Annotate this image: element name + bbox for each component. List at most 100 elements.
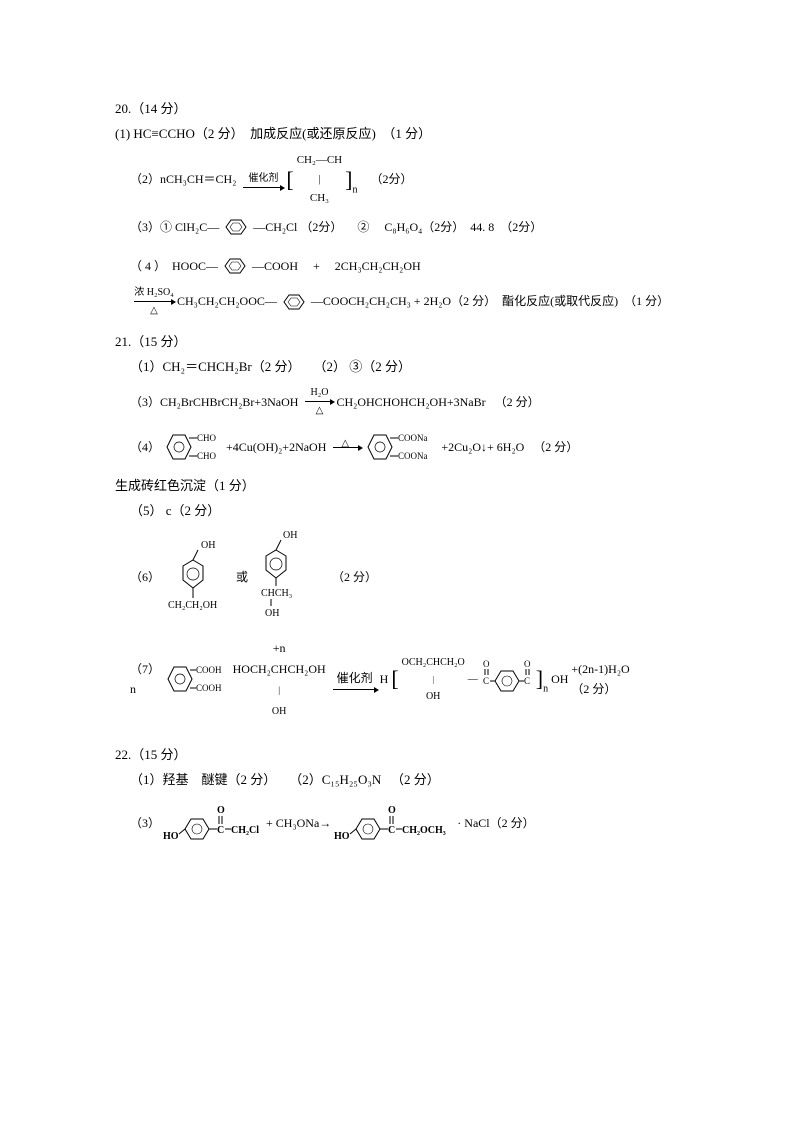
svg-text:CH₂OCH₃: CH₂OCH₃ [402, 825, 446, 836]
phthalic-icon: COOH COOH [164, 661, 230, 697]
text: （3） [130, 813, 160, 833]
svg-text:C: C [483, 676, 489, 686]
text: +(2n-1)H₂O （2 分） [571, 659, 676, 700]
text: H [380, 669, 389, 689]
text: +n HOCH₂CHCH₂OH [233, 641, 326, 675]
pts: （2分） [370, 169, 412, 189]
text: OH [272, 706, 286, 717]
svg-text:CH₂CH₂OH: CH₂CH₂OH [168, 600, 217, 611]
arrow-icon: △ [333, 447, 361, 448]
text: CH₃CH₂CH₂OOC— [177, 291, 277, 311]
svg-text:CHCH₃: CHCH₃ [261, 588, 292, 599]
bracket-icon: ]n [345, 161, 357, 198]
svg-text:HO: HO [334, 831, 350, 842]
arrow-icon: 浓 H₂SO₄ △ [134, 284, 174, 319]
text: 或 [236, 567, 248, 587]
svg-text:O: O [217, 805, 225, 816]
benzene-icon [221, 258, 249, 274]
arrow-top: 催化剂 [248, 173, 278, 184]
svg-text:OH: OH [283, 530, 297, 541]
svg-text:O: O [524, 659, 531, 669]
text: （6） [130, 567, 160, 587]
arrow-top: 浓 H₂SO₄ [134, 287, 173, 298]
arrow-top: △ [341, 435, 349, 452]
q21-p6: （6） OH CH₂CH₂OH 或 OH CHCH₃ OH （2 分） [130, 528, 679, 626]
benzene-icon [280, 294, 308, 310]
svg-text:C: C [217, 825, 224, 836]
q21-header: 21.（15 分） [115, 331, 679, 353]
svg-text:OH: OH [265, 608, 279, 619]
q20-p2-left: （2）nCH₃CH＝CH₂ [130, 169, 236, 189]
arrow-top: 催化剂 [337, 671, 373, 685]
text: +2Cu₂O↓+ 6H₂O （2 分） [441, 437, 578, 457]
svg-text:COOH: COOH [196, 665, 222, 675]
q21-p4-note: 生成砖红色沉淀（1 分） [115, 475, 679, 497]
arrow-icon: H₂O △ [305, 384, 333, 419]
glycerol: +n HOCH₂CHCH₂OH | OH [233, 638, 326, 720]
arrow-icon: 催化剂 [333, 668, 377, 689]
svg-text:COONa: COONa [398, 433, 428, 443]
q20-header: 20.（14 分） [115, 98, 679, 120]
svg-text:O: O [388, 805, 396, 816]
q20-p3: （3）① ClH₂C— —CH₂Cl （2分） ② C₈H₆O₄（2分） 44.… [130, 217, 679, 237]
phenol-struct-1-icon: OH CH₂CH₂OH [163, 538, 233, 626]
q22-p1: （1）羟基 醚键（2 分） （2）C₁₅H₂₅O₃N （2 分） [130, 769, 679, 791]
benzene-icon [222, 219, 250, 235]
poly-ester-unit: OCH₂CHCH₂O | OH [402, 654, 465, 705]
svg-text:CHO: CHO [197, 433, 217, 443]
q21-p1: （1）CH₂＝CHCH₂Br（2 分） （2） ③（2 分） [130, 356, 679, 378]
text: （ 4 ） HOOC— [130, 256, 218, 276]
text: + CH₃ONa→ [266, 813, 331, 833]
polymer-sub: CH₃ [310, 192, 329, 204]
text: （2 分） [314, 567, 377, 587]
benzene-cho-icon: CHO CHO [163, 429, 223, 465]
text: —COOH + 2CH₃CH₂CH₂OH [252, 256, 421, 276]
arrow-top: H₂O [311, 387, 329, 398]
bracket-icon: [ [286, 161, 293, 198]
text: · NaCl（2 分） [457, 813, 534, 833]
svg-text:C: C [388, 825, 395, 836]
ketone-struct-icon: HO O C CH₂Cl [163, 801, 263, 845]
polymer-unit: CH₂—CH | CH₃ [297, 151, 342, 207]
ketone-struct-icon: HO O C CH₂OCH₃ [334, 801, 454, 845]
svg-text:C: C [524, 676, 530, 686]
svg-text:OH: OH [201, 540, 215, 551]
svg-text:COOH: COOH [196, 683, 222, 693]
polymer-main: CH₂—CH [297, 154, 342, 166]
q20-p4-line2: 浓 H₂SO₄ △ CH₃CH₂CH₂OOC— —COOCH₂CH₂CH₃ + … [130, 284, 679, 319]
text: （7） n [130, 659, 161, 700]
text: （4） [130, 437, 160, 457]
text: OH [426, 691, 440, 702]
bracket-icon: ]n [536, 660, 548, 697]
q21-p5: （5） c（2 分） [130, 500, 679, 522]
q20-p3-l: （3）① ClH₂C— [130, 217, 219, 237]
q20-p1: (1) HC≡CCHO（2 分） 加成反应(或还原反应) （1 分） [115, 123, 679, 145]
q21-p4: （4） CHO CHO +4Cu(OH)₂+2NaOH △ COONa COON… [130, 429, 679, 465]
text: CH₂OHCHOHCH₂OH+3NaBr （2 分） [336, 392, 539, 412]
text: OH [551, 669, 568, 689]
svg-text:CH₂Cl: CH₂Cl [231, 825, 259, 836]
svg-text:CHO: CHO [197, 451, 217, 461]
arrow-bot: △ [316, 405, 324, 416]
text: —COOCH₂CH₂CH₃ + 2H₂O（2 分） 酯化反应(或取代反应) （1… [311, 291, 669, 311]
bracket-icon: [ [391, 660, 398, 697]
svg-text:COONa: COONa [398, 451, 428, 461]
q21-p7: （7） n COOH COOH +n HOCH₂CHCH₂OH | OH 催化剂… [130, 638, 679, 720]
arrow-icon: 催化剂 [243, 170, 283, 188]
phenol-struct-2-icon: OH CHCH₃ OH [251, 528, 311, 626]
svg-text:O: O [483, 659, 490, 669]
q22-header: 22.（15 分） [115, 744, 679, 766]
benzene-coona-icon: COONa COONa [364, 429, 438, 465]
q22-p3: （3） HO O C CH₂Cl + CH₃ONa→ HO O C CH [130, 801, 679, 845]
phthalate-unit-icon: O C C O [481, 657, 533, 701]
text: OCH₂CHCH₂O [402, 657, 465, 668]
text: +4Cu(OH)₂+2NaOH [226, 437, 326, 457]
q20-p3-mid: ② C₈H₆O₄（2分） 44. 8 （2分） [345, 217, 542, 237]
svg-text:HO: HO [163, 831, 179, 842]
q20-p4-line1: （ 4 ） HOOC— —COOH + 2CH₃CH₂CH₂OH [130, 256, 679, 276]
q20-p2: （2）nCH₃CH＝CH₂ 催化剂 [ CH₂—CH | CH₃ ]n （2分） [130, 151, 679, 207]
q21-p3: （3）CH₂BrCHBrCH₂Br+3NaOH H₂O △ CH₂OHCHOHC… [130, 384, 679, 419]
q20-p3-r: —CH₂Cl （2分） [253, 217, 342, 237]
arrow-bot: △ [150, 305, 158, 316]
text: （3）CH₂BrCHBrCH₂Br+3NaOH [130, 392, 298, 412]
